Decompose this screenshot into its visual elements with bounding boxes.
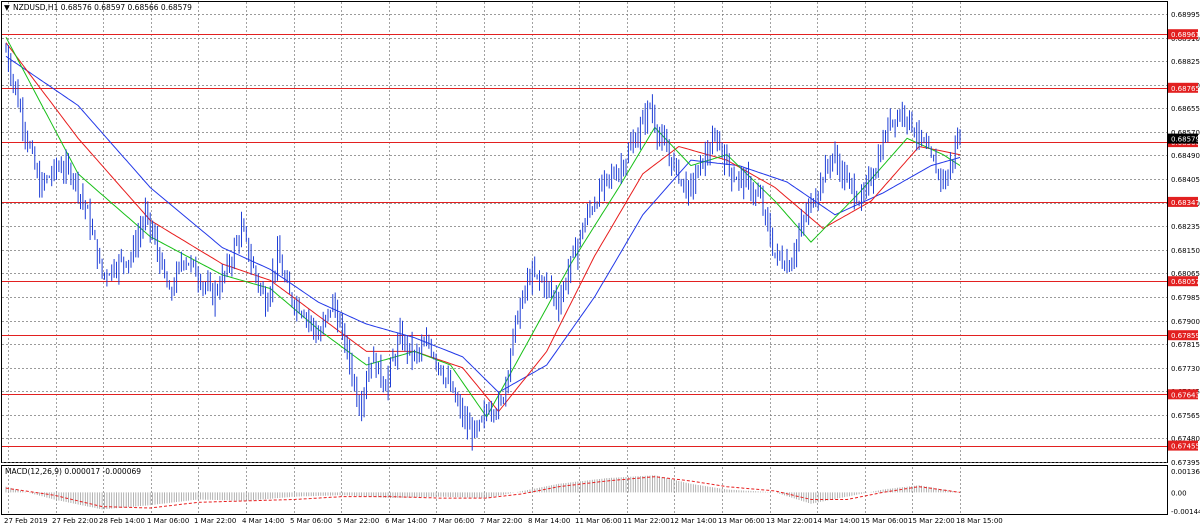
y-tick-label: 0.67480 (1171, 435, 1200, 443)
symbol-info: NZDUSD,H1 0.68576 0.68597 0.68566 0.6857… (13, 3, 192, 12)
macd-pane-frame (1, 465, 1168, 515)
y-tick-label: 0.68405 (1171, 176, 1200, 184)
y-tick-label: 0.67565 (1171, 412, 1200, 420)
level-price-label: 0.68765 (1171, 85, 1200, 93)
y-tick-label: 0.68655 (1171, 105, 1200, 113)
main-pane-frame (1, 1, 1168, 463)
x-tick-label: 12 Mar 14:00 (670, 517, 717, 525)
level-price-label: 0.68961 (1171, 31, 1200, 39)
x-tick-label: 15 Mar 06:00 (861, 517, 908, 525)
current-price-label: 0.68579 (1171, 136, 1200, 144)
macd-y-tick-label: -0.001445 (1171, 508, 1200, 516)
level-price-tag (1168, 196, 1198, 207)
y-tick-label: 0.68065 (1171, 270, 1200, 278)
x-tick-label: 11 Mar 22:00 (623, 517, 670, 525)
y-tick-label: 0.68995 (1171, 11, 1200, 19)
x-tick-label: 5 Mar 06:00 (290, 517, 332, 525)
x-tick-label: 27 Feb 2019 (4, 517, 48, 525)
macd-y-tick-label: 0.00 (1171, 489, 1187, 497)
y-tick-label: 0.68235 (1171, 223, 1200, 231)
level-price-tag (1168, 29, 1198, 40)
y-tick-label: 0.67900 (1171, 318, 1200, 326)
x-tick-label: 1 Mar 06:00 (147, 517, 189, 525)
x-tick-label: 6 Mar 14:00 (385, 517, 427, 525)
x-tick-label: 27 Feb 22:00 (52, 517, 98, 525)
y-tick-label: 0.68570 (1171, 129, 1200, 137)
x-tick-label: 5 Mar 22:00 (337, 517, 379, 525)
y-tick-label: 0.67395 (1171, 459, 1200, 467)
level-price-tag (1168, 330, 1198, 341)
ma-slow-line (5, 55, 961, 393)
x-tick-label: 18 Mar 15:00 (956, 517, 1003, 525)
y-tick-label: 0.67815 (1171, 341, 1200, 349)
level-price-label: 0.68347 (1171, 199, 1200, 207)
y-tick-label: 0.68150 (1171, 247, 1200, 255)
level-price-label: 0.68057 (1171, 278, 1200, 286)
y-tick-label: 0.68825 (1171, 58, 1200, 66)
level-price-label: 0.67643 (1171, 391, 1200, 399)
level-price-label: 0.67859 (1171, 332, 1200, 340)
y-tick-label: 0.67730 (1171, 365, 1200, 373)
y-tick-label: 0.68490 (1171, 152, 1200, 160)
y-tick-label: 0.67985 (1171, 294, 1200, 302)
level-price-tag (1168, 276, 1198, 287)
level-price-tag (1168, 389, 1198, 400)
x-tick-label: 7 Mar 06:00 (432, 517, 474, 525)
x-tick-label: 7 Mar 22:00 (480, 517, 522, 525)
current-price-tag (1168, 133, 1198, 144)
x-tick-label: 15 Mar 22:00 (908, 517, 955, 525)
x-tick-label: 4 Mar 14:00 (242, 517, 284, 525)
macd-y-tick-label: 0.001363 (1171, 468, 1200, 476)
x-tick-label: 1 Mar 22:00 (194, 517, 236, 525)
level-price-tag (1168, 82, 1198, 93)
x-tick-label: 28 Feb 14:00 (99, 517, 145, 525)
x-tick-label: 11 Mar 06:00 (575, 517, 622, 525)
x-tick-label: 8 Mar 14:00 (528, 517, 570, 525)
level-price-tag (1168, 440, 1198, 451)
x-tick-label: 14 Mar 14:00 (813, 517, 860, 525)
macd-signal-line (5, 476, 961, 509)
header-menu-icon[interactable]: ▼ (4, 3, 10, 12)
x-tick-label: 13 Mar 22:00 (766, 517, 813, 525)
level-price-label: 0.67455 (1171, 443, 1200, 451)
x-tick-label: 13 Mar 06:00 (718, 517, 765, 525)
macd-label: MACD(12,26,9) 0.000017 -0.000069 (5, 467, 141, 476)
